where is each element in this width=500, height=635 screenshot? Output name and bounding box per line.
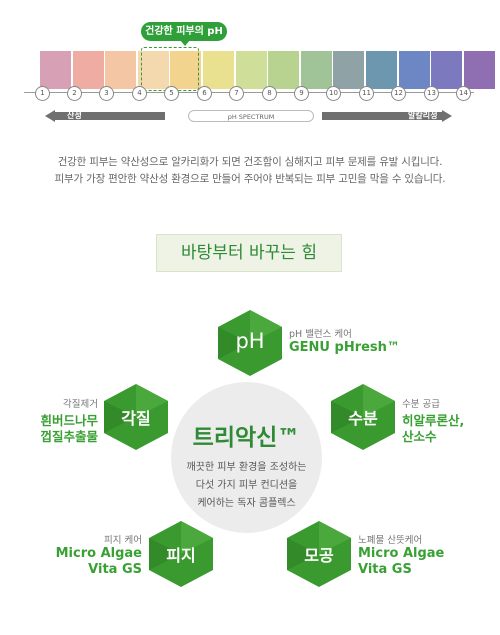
center-desc-line-2: 다섯 가지 피부 컨디션을 [195, 480, 298, 491]
ph-color-4 [137, 51, 169, 89]
ph-color-12 [398, 51, 430, 89]
ph-color-8 [268, 51, 300, 89]
ph-color-7 [235, 51, 267, 89]
sebum-ingredient-line-1: Micro Algae [55, 546, 142, 561]
alkaline-arrow: 알칼리성 [322, 110, 452, 122]
ph-color-9 [300, 51, 332, 89]
ph-ingredient: GENU pHresh™ [289, 340, 400, 355]
ph-color-11 [365, 51, 397, 89]
ph-tick-6: 6 [197, 86, 212, 101]
ph-color-2 [72, 51, 104, 89]
ph-tick-7: 7 [229, 86, 244, 101]
moisture-ingredient-line-2: 산소수 [402, 429, 437, 444]
badge-pointer-icon [180, 40, 190, 46]
ph-color-5 [170, 51, 202, 89]
moisture-hex-label: 수분 [348, 409, 378, 428]
ph-color-10 [333, 51, 365, 89]
ph-color-13 [431, 51, 463, 89]
ph-tick-13: 13 [424, 86, 439, 101]
ph-tick-14: 14 [456, 86, 471, 101]
pore-small-label: 노폐물 산뜻케어 [358, 535, 423, 546]
ph-axis-line [24, 92, 474, 93]
hexagon-icon [149, 521, 213, 587]
ph-tick-11: 11 [359, 86, 374, 101]
keratin-small-label: 각질제거 [63, 399, 98, 410]
left-arrow-icon [45, 110, 165, 122]
hexagon-icon [104, 384, 168, 450]
sebum-hex-label: 피지 [166, 546, 196, 565]
ph-spectrum-label: pH SPECTRUM [188, 110, 314, 122]
ph-tick-2: 2 [67, 86, 82, 101]
ph-color-1 [40, 51, 71, 89]
keratin-ingredient-line-2: 껍질추출물 [40, 429, 98, 444]
center-desc-line-1: 깨끗한 피부 환경을 조성하는 [186, 462, 307, 473]
sebum-hexagon: 피지 [149, 521, 213, 587]
hexagon-icon [287, 521, 351, 587]
ph-tick-12: 12 [391, 86, 406, 101]
hexagon-icon [218, 310, 282, 376]
acid-arrow: 산성 [45, 110, 165, 122]
triaxin-title: 트리악신™ [192, 425, 301, 451]
keratin-hexagon: 각질 [104, 384, 168, 450]
moisture-small-label: 수분 공급 [402, 399, 440, 410]
right-arrow-icon [322, 110, 452, 122]
section-title: 바탕부터 바꾸는 힘 [156, 234, 342, 272]
center-circle [171, 382, 322, 533]
pore-ingredient-line-1: Micro Algae [358, 546, 445, 561]
ph-tick-8: 8 [262, 86, 277, 101]
ph-tick-3: 3 [99, 86, 114, 101]
ph-color-14 [463, 51, 495, 89]
pore-hex-label: 모공 [304, 546, 334, 565]
ph-small-label: pH 밸런스 케어 [289, 329, 352, 340]
ph-tick-5: 5 [164, 86, 179, 101]
ph-color-scale [40, 51, 496, 89]
ph-hexagon: pH [218, 310, 282, 376]
alkaline-label: 알칼리성 [408, 111, 438, 120]
ph-hex-label: pH [235, 329, 265, 353]
ph-color-3 [105, 51, 137, 89]
sebum-ingredient-line-2: Vita GS [88, 562, 142, 577]
keratin-ingredient-line-1: 흰버드나무 [40, 413, 98, 428]
description-line-2: 피부가 가장 편안한 약산성 환경으로 만들어 주어야 반복되는 피부 고민을 … [54, 173, 446, 185]
description-line-1: 건강한 피부는 약산성으로 알카리화가 되면 건조함이 심해지고 피부 문제를 … [57, 156, 443, 168]
ph-color-6 [202, 51, 234, 89]
ph-tick-10: 10 [326, 86, 341, 101]
moisture-ingredient-line-1: 히알루론산, [402, 413, 465, 428]
healthy-range-frame [141, 47, 199, 91]
ph-tick-9: 9 [294, 86, 309, 101]
keratin-hex-label: 각질 [121, 409, 151, 428]
ph-tick-1: 1 [35, 86, 50, 101]
pore-hexagon: 모공 [287, 521, 351, 587]
ph-tick-4: 4 [132, 86, 147, 101]
center-desc-line-3: 케어하는 독자 콤플렉스 [197, 498, 296, 509]
healthy-skin-ph-badge: 건강한 피부의 pH [141, 22, 227, 41]
hexagon-icon [331, 384, 395, 450]
sebum-small-label: 피지 케어 [104, 535, 142, 546]
pore-ingredient-line-2: Vita GS [358, 562, 412, 577]
moisture-hexagon: 수분 [331, 384, 395, 450]
acid-label: 산성 [67, 111, 82, 120]
